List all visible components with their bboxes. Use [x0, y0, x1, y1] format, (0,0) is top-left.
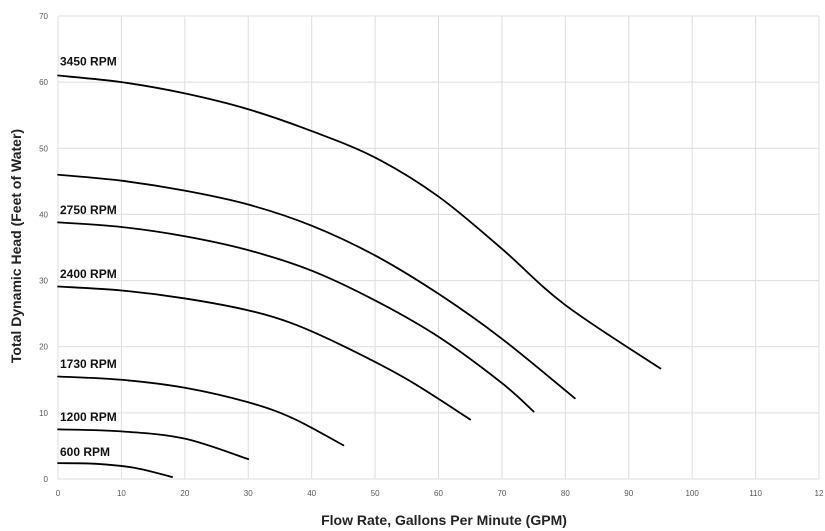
y-tick-label: 50 [39, 144, 48, 153]
x-tick-label: 0 [56, 489, 61, 498]
y-tick-label: 40 [39, 210, 48, 219]
x-tick-label: 30 [244, 489, 253, 498]
series-label: 2400 RPM [60, 267, 117, 281]
x-tick-label: 40 [307, 489, 316, 498]
x-tick-label: 20 [180, 489, 189, 498]
series-curves [57, 74, 662, 478]
x-axis-title: Flow Rate, Gallons Per Minute (GPM) [321, 512, 567, 528]
x-tick-label: 100 [685, 489, 699, 498]
y-axis-title: Total Dynamic Head (Feet of Water) [8, 129, 24, 363]
x-tick-label: 90 [624, 489, 633, 498]
series-label: 3450 RPM [60, 55, 117, 69]
series-labels: 3450 RPM 2750 RPM 2400 RPM 1730 RPM 1200 RPM… [60, 55, 117, 459]
x-tick-label: 60 [434, 489, 443, 498]
series-line [57, 221, 535, 413]
y-tick-label: 70 [39, 12, 48, 21]
grid [57, 15, 820, 480]
x-tick-label: 80 [561, 489, 570, 498]
series-line [57, 462, 174, 478]
series-line [57, 428, 250, 461]
tick-labels: 0 10 20 30 40 50 60 70 80 90 100 110 120102030405060… [39, 12, 824, 498]
series-line [57, 285, 472, 421]
x-tick-label: 10 [117, 489, 126, 498]
x-tick-label: 70 [497, 489, 506, 498]
y-tick-label: 10 [39, 409, 48, 418]
series-line [57, 375, 345, 447]
x-tick-label: 50 [371, 489, 380, 498]
series-line [57, 173, 576, 400]
series-label: 1200 RPM [60, 410, 117, 424]
series-line [57, 74, 662, 370]
series-label: 600 RPM [60, 445, 110, 459]
series-label: 1730 RPM [60, 357, 117, 371]
x-tick-label: 110 [749, 489, 762, 498]
y-tick-label: 30 [39, 277, 48, 286]
series-label: 2750 RPM [60, 203, 117, 217]
y-tick-label: 0 [44, 475, 49, 484]
x-tick-label: 12 [815, 489, 824, 498]
y-tick-label: 60 [39, 78, 48, 87]
y-tick-label: 20 [39, 343, 48, 352]
